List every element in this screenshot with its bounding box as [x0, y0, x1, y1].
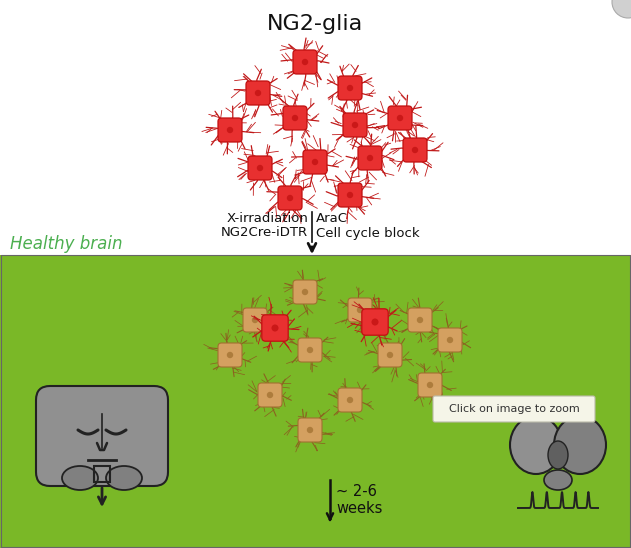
Circle shape — [252, 317, 258, 323]
FancyBboxPatch shape — [283, 106, 307, 130]
FancyBboxPatch shape — [36, 386, 168, 486]
Circle shape — [255, 90, 261, 96]
Circle shape — [347, 397, 353, 403]
FancyBboxPatch shape — [278, 186, 302, 210]
Circle shape — [271, 324, 278, 332]
Ellipse shape — [554, 416, 606, 474]
FancyBboxPatch shape — [358, 146, 382, 170]
FancyBboxPatch shape — [418, 373, 442, 397]
FancyBboxPatch shape — [403, 138, 427, 162]
Circle shape — [257, 165, 263, 171]
Circle shape — [287, 195, 293, 201]
FancyBboxPatch shape — [348, 298, 372, 322]
FancyBboxPatch shape — [248, 156, 272, 180]
Circle shape — [227, 352, 233, 358]
Text: Cell cycle block: Cell cycle block — [316, 226, 420, 239]
Circle shape — [417, 317, 423, 323]
FancyBboxPatch shape — [246, 81, 270, 105]
FancyBboxPatch shape — [293, 50, 317, 74]
Circle shape — [307, 347, 313, 353]
Bar — [94, 466, 110, 482]
Bar — [0, 255, 631, 548]
FancyBboxPatch shape — [303, 150, 327, 174]
FancyBboxPatch shape — [218, 343, 242, 367]
FancyBboxPatch shape — [338, 183, 362, 207]
Ellipse shape — [106, 466, 142, 490]
Circle shape — [347, 192, 353, 198]
Bar — [0, 0, 631, 255]
Text: Healthy brain: Healthy brain — [10, 235, 122, 253]
Circle shape — [397, 115, 403, 121]
Ellipse shape — [62, 466, 98, 490]
Text: X-irradiation: X-irradiation — [226, 213, 308, 225]
Ellipse shape — [510, 416, 562, 474]
Circle shape — [302, 289, 308, 295]
FancyBboxPatch shape — [338, 76, 362, 100]
FancyBboxPatch shape — [293, 280, 317, 304]
Circle shape — [372, 318, 379, 326]
Text: ~ 2-6
weeks: ~ 2-6 weeks — [336, 484, 382, 516]
Ellipse shape — [544, 470, 572, 490]
Text: NG2Cre-iDTR: NG2Cre-iDTR — [221, 226, 308, 239]
FancyBboxPatch shape — [362, 309, 388, 335]
FancyBboxPatch shape — [298, 418, 322, 442]
Circle shape — [447, 337, 453, 343]
Circle shape — [427, 382, 433, 388]
Circle shape — [612, 0, 631, 18]
FancyBboxPatch shape — [378, 343, 402, 367]
FancyBboxPatch shape — [343, 113, 367, 137]
Circle shape — [357, 307, 363, 313]
FancyBboxPatch shape — [262, 315, 288, 341]
Circle shape — [292, 115, 298, 121]
FancyBboxPatch shape — [438, 328, 462, 352]
Circle shape — [367, 155, 373, 161]
Bar — [1, 255, 630, 547]
Circle shape — [267, 392, 273, 398]
Text: Click on image to zoom: Click on image to zoom — [449, 404, 579, 414]
Ellipse shape — [548, 441, 568, 469]
Circle shape — [227, 127, 233, 133]
Circle shape — [312, 159, 318, 165]
FancyBboxPatch shape — [218, 118, 242, 142]
FancyBboxPatch shape — [258, 383, 282, 407]
FancyBboxPatch shape — [298, 338, 322, 362]
FancyBboxPatch shape — [433, 396, 595, 422]
Circle shape — [412, 147, 418, 153]
FancyBboxPatch shape — [243, 308, 267, 332]
Circle shape — [307, 427, 313, 433]
FancyBboxPatch shape — [408, 308, 432, 332]
Text: NG2-glia: NG2-glia — [267, 14, 363, 34]
Circle shape — [347, 85, 353, 91]
Circle shape — [302, 59, 308, 65]
FancyBboxPatch shape — [338, 388, 362, 412]
Circle shape — [352, 122, 358, 128]
FancyBboxPatch shape — [388, 106, 412, 130]
Circle shape — [387, 352, 393, 358]
Text: AraC: AraC — [316, 213, 348, 225]
